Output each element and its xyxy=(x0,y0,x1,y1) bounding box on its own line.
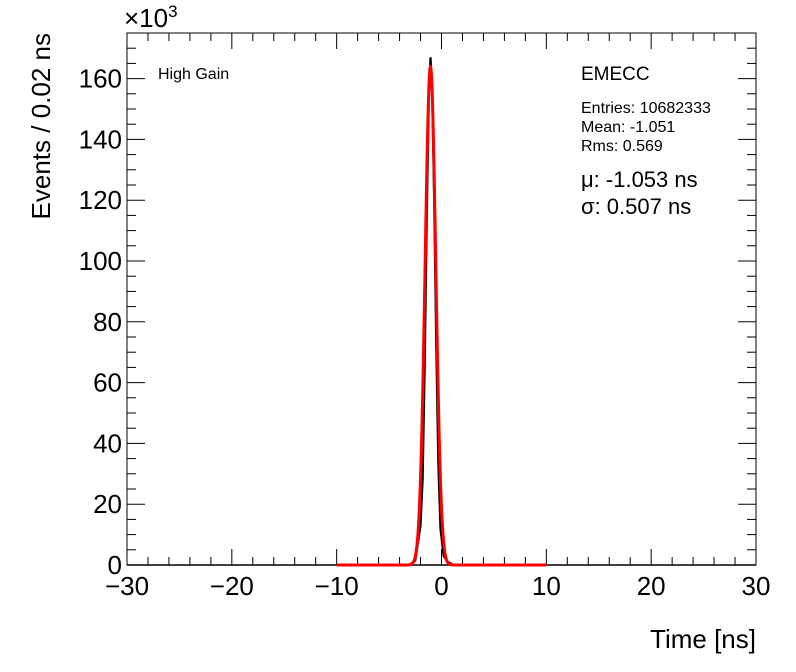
y-tick-label: 0 xyxy=(108,550,122,580)
x-tick-label: −20 xyxy=(210,571,254,601)
rms-label: Rms: 0.569 xyxy=(581,138,663,155)
y-tick-label: 120 xyxy=(79,185,122,215)
y-tick-label: 140 xyxy=(79,124,122,154)
y-axis-title: Events / 0.02 ns xyxy=(26,33,56,219)
x-tick-label: 10 xyxy=(532,571,561,601)
y-tick-label: 60 xyxy=(93,368,122,398)
fit-mu-label: μ: -1.053 ns xyxy=(581,167,698,192)
y-multiplier-base: ×10 xyxy=(124,3,169,33)
y-tick-label: 20 xyxy=(93,489,122,519)
gain-label: High Gain xyxy=(158,66,230,83)
y-tick-label: 160 xyxy=(79,64,122,94)
x-tick-label: 20 xyxy=(637,571,666,601)
y-tick-label: 100 xyxy=(79,246,122,276)
y-multiplier: ×103 xyxy=(124,2,178,34)
y-tick-label: 40 xyxy=(93,428,122,458)
fit-sigma-label: σ: 0.507 ns xyxy=(581,194,692,219)
mean-label: Mean: -1.051 xyxy=(581,119,676,136)
x-axis-title: Time [ns] xyxy=(650,624,756,654)
x-tick-label: −10 xyxy=(315,571,359,601)
y-tick-label: 80 xyxy=(93,307,122,337)
x-tick-label: 30 xyxy=(742,571,771,601)
y-multiplier-exponent: 3 xyxy=(168,2,178,21)
x-tick-label: −30 xyxy=(105,571,149,601)
histogram-series xyxy=(409,57,453,566)
gaussian-fit-curve xyxy=(336,64,547,567)
entries-label: Entries: 10682333 xyxy=(581,100,711,117)
x-tick-label: 0 xyxy=(434,571,448,601)
region-label: EMECC xyxy=(581,64,650,85)
